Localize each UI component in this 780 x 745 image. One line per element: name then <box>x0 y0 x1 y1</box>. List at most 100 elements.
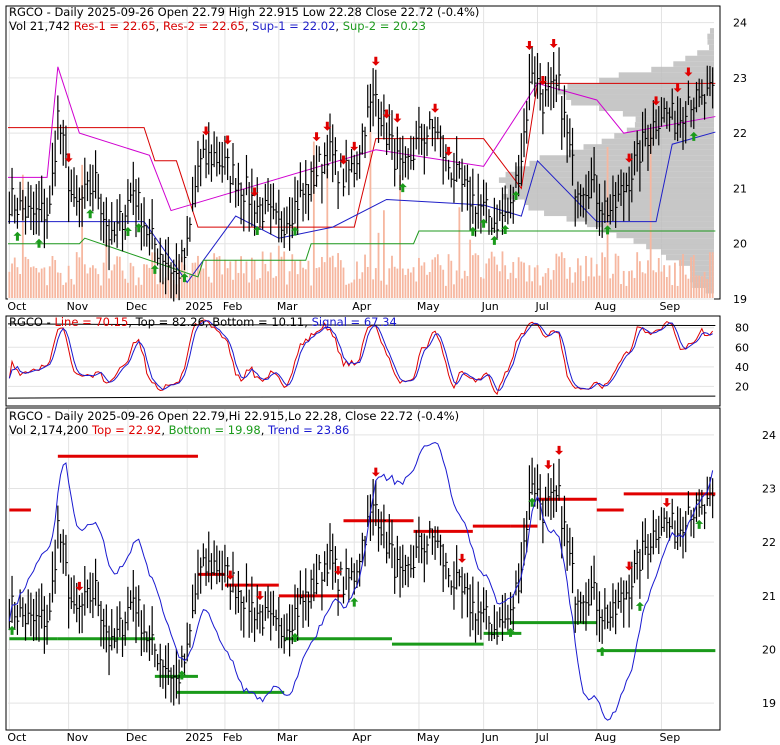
volume-bar <box>326 169 329 298</box>
trend-y-tick-label: 21 <box>762 590 776 603</box>
volume-bar <box>383 210 385 298</box>
volume-profile-bar <box>566 94 714 100</box>
volume-bar <box>75 252 78 298</box>
volume-bar <box>272 277 275 298</box>
volume-bar <box>16 267 19 298</box>
volume-bar <box>113 264 116 298</box>
volume-bar <box>267 271 269 298</box>
trend-header-line1: RGCO - Daily 2025-09-26 Open 22.79,Hi 22… <box>9 409 459 423</box>
volume-bar <box>186 281 189 298</box>
volume-bar <box>116 256 119 298</box>
volume-bar <box>590 257 593 298</box>
volume-bar <box>574 272 577 298</box>
volume-bar <box>461 278 463 298</box>
trend-sell-arrow <box>662 498 671 508</box>
trend-buy-arrow <box>598 646 607 656</box>
volume-bar <box>412 267 415 298</box>
stochastic-lines <box>7 319 716 399</box>
volume-profile-bar <box>524 199 714 206</box>
sell-arrow <box>223 135 232 145</box>
volume-bar <box>277 245 280 298</box>
volume-bar <box>250 257 253 298</box>
volume-bar <box>593 276 595 298</box>
stochastic-header-comma1: , <box>128 315 135 329</box>
trend-line <box>8 442 714 721</box>
volume-bar <box>374 268 377 298</box>
volume-bar <box>78 257 81 298</box>
volume-bar <box>490 251 493 298</box>
volume-bar <box>280 256 283 298</box>
signal-arrows <box>13 39 698 283</box>
volume-profile-bar <box>567 83 714 89</box>
trend-x-tick-label: Sep <box>659 731 680 744</box>
price-header-ticker: RGCO <box>9 5 43 19</box>
volume-bar <box>636 252 639 298</box>
volume-profile-bar <box>690 271 714 277</box>
volume-bar <box>321 256 323 298</box>
stochastic-panel: 80 60 40 20 RGCO - Line = 70.15, Top = 82.2… <box>5 315 749 407</box>
volume-bar <box>364 254 366 298</box>
volume-bar <box>550 279 552 298</box>
volume-bar <box>334 267 337 298</box>
trend-header-ohlc: - Daily 2025-09-26 Open 22.79,Hi 22.915,… <box>43 409 459 423</box>
trend-header-trend: Trend = 23.86 <box>267 423 349 437</box>
volume-bar <box>188 273 191 298</box>
volume-bar <box>436 254 439 298</box>
volume-bar <box>67 265 70 298</box>
volume-bar <box>396 268 399 298</box>
volume-bar <box>86 273 89 298</box>
volume-bar <box>652 270 655 298</box>
volume-bar <box>541 276 544 298</box>
volume-bar <box>140 284 143 298</box>
volume-bar <box>690 257 692 298</box>
stochastic-bottom-line <box>7 395 716 399</box>
volume-bar <box>54 260 57 298</box>
price-x-tick-label: Mar <box>277 300 298 313</box>
price-x-tick-label: 2025 <box>185 300 213 313</box>
volume-bar <box>94 268 97 298</box>
volume-bar <box>458 207 461 298</box>
volume-bar <box>539 285 542 298</box>
sell-arrow <box>382 109 391 119</box>
volume-bar <box>329 257 331 298</box>
volume-profile-bar <box>709 28 714 34</box>
volume-bar <box>342 267 345 298</box>
buy-arrow <box>290 226 299 236</box>
volume-bar <box>210 282 213 298</box>
volume-profile-bar <box>697 50 714 56</box>
price-x-tick-label: Apr <box>352 300 372 313</box>
buy-arrow <box>479 218 488 228</box>
stochastic-panel-frame <box>5 315 721 407</box>
volume-bar <box>463 270 466 298</box>
volume-bar <box>283 251 286 298</box>
volume-bar <box>162 281 164 298</box>
stochastic-y-axis: 80 60 40 20 <box>735 322 749 394</box>
volume-bar <box>401 268 404 298</box>
trend-header-bottom: Bottom = 19.98 <box>169 423 261 437</box>
volume-bar <box>100 285 102 298</box>
volume-bar <box>455 270 458 298</box>
volume-bar <box>668 265 671 298</box>
volume-bar <box>682 254 684 298</box>
volume-bar <box>663 265 666 298</box>
volume-bar <box>151 252 154 298</box>
volume-bar <box>207 276 210 298</box>
buy-arrow <box>123 227 132 237</box>
volume-bar <box>407 268 410 298</box>
price-x-tick-label: Sep <box>659 300 680 313</box>
trend-x-tick-label: Nov <box>67 731 89 744</box>
volume-bar <box>471 255 474 298</box>
trend-x-tick-label: May <box>417 731 440 744</box>
buy-arrow <box>468 226 477 236</box>
trend-buy-arrow <box>177 670 186 680</box>
volume-profile-bar <box>557 88 714 95</box>
volume-bar <box>318 267 321 298</box>
volume-bar <box>253 260 256 298</box>
volume-bar <box>620 284 622 298</box>
volume-bar <box>35 267 38 298</box>
volume-profile-bar <box>601 138 714 145</box>
volume-bar <box>43 267 46 298</box>
trend-sell-arrow <box>371 467 380 477</box>
trend-header-top: Top = 22.92 <box>91 423 161 437</box>
